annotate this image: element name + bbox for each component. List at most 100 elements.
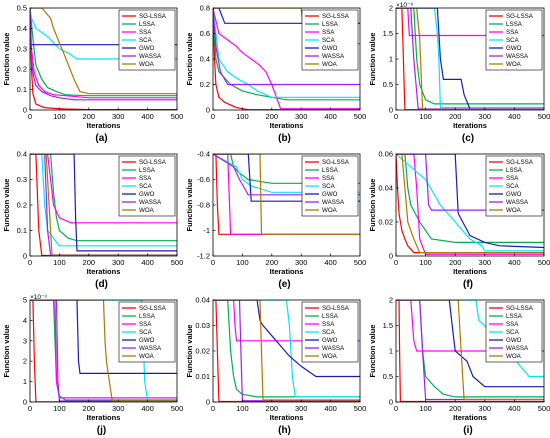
y-axis-label: Function value bbox=[185, 325, 194, 378]
legend-entry: GWO bbox=[139, 191, 155, 198]
plot-frame bbox=[29, 7, 178, 111]
legend-entry: SCA bbox=[506, 37, 520, 44]
panel-label: (c) bbox=[462, 133, 474, 144]
legend-entry: WASSA bbox=[139, 199, 162, 206]
x-tick-label: 500 bbox=[171, 112, 184, 121]
series-line-ssa bbox=[30, 300, 177, 399]
legend-entry: LSSA bbox=[506, 21, 523, 28]
legend-entry: LSSA bbox=[322, 167, 339, 174]
x-tick-label: 500 bbox=[354, 258, 367, 267]
legend-entry: LSSA bbox=[139, 167, 156, 174]
y-tick-label: 1.5 bbox=[383, 29, 393, 38]
y-axis-multiplier: ×10⁻³ bbox=[30, 294, 47, 301]
y-tick-label: 0.5 bbox=[17, 4, 27, 13]
y-tick-label: 0.03 bbox=[195, 321, 210, 330]
series-line-sg-lssa bbox=[213, 8, 360, 110]
legend-entry: SG-LSSA bbox=[139, 13, 167, 20]
series-line-wassa bbox=[396, 154, 544, 211]
legend-entry: SCA bbox=[322, 37, 336, 44]
panel-label: (b) bbox=[278, 133, 291, 144]
x-tick-label: 200 bbox=[266, 112, 279, 121]
y-tick-label: 0.4 bbox=[200, 55, 210, 64]
y-tick-label: 2 bbox=[389, 4, 393, 13]
legend-entry: LSSA bbox=[506, 313, 523, 320]
series-line-ssa bbox=[30, 154, 177, 224]
legend-entry: LSSA bbox=[506, 167, 523, 174]
x-tick-label: 100 bbox=[236, 112, 249, 121]
legend-entry: SSA bbox=[506, 29, 519, 36]
panel-label: (e) bbox=[278, 279, 290, 290]
y-tick-label: 0.5 bbox=[383, 372, 393, 381]
x-tick-label: 400 bbox=[141, 112, 154, 121]
y-tick-label: 0.6 bbox=[200, 29, 210, 38]
x-tick-label: 300 bbox=[479, 258, 492, 267]
x-tick-label: 0 bbox=[28, 258, 32, 267]
chart-panel-5: 0 100 200 300 400 500 -1.2 -1 -0.8 -0.6 -0.4 Iterat… bbox=[185, 150, 367, 291]
series-line-sca bbox=[213, 300, 360, 398]
x-tick-label: 200 bbox=[83, 258, 96, 267]
series-line-gwo bbox=[396, 154, 544, 249]
legend-entry: SSA bbox=[139, 175, 152, 182]
legend-entry: LSSA bbox=[322, 21, 339, 28]
series-line-ssa bbox=[396, 8, 544, 37]
legend-entry: GWO bbox=[322, 45, 338, 52]
y-tick-label: -1.2 bbox=[197, 252, 210, 261]
x-tick-label: 0 bbox=[28, 404, 32, 413]
x-tick-label: 300 bbox=[295, 112, 308, 121]
legend-entry: GWO bbox=[506, 45, 522, 52]
y-tick-label: 1 bbox=[389, 347, 393, 356]
series-line-ssa bbox=[213, 8, 360, 110]
x-axis-label: Iterations bbox=[87, 267, 121, 276]
x-tick-label: 500 bbox=[171, 404, 184, 413]
panel-label: (a) bbox=[95, 133, 107, 144]
legend-entry: SSA bbox=[322, 321, 335, 328]
legend-entry: GWO bbox=[322, 191, 338, 198]
legend-entry: SG-LSSA bbox=[139, 159, 167, 166]
legend-entry: SCA bbox=[322, 183, 336, 190]
x-axis-label: Iterations bbox=[270, 267, 304, 276]
x-tick-label: 300 bbox=[479, 404, 492, 413]
legend-entry: WOA bbox=[506, 61, 522, 68]
x-tick-label: 200 bbox=[266, 258, 279, 267]
series-line-lssa bbox=[30, 8, 177, 97]
x-tick-label: 0 bbox=[211, 258, 215, 267]
series-line-woa bbox=[30, 154, 177, 256]
x-axis-label: Iterations bbox=[87, 413, 121, 422]
legend-entry: WOA bbox=[139, 207, 155, 214]
legend-entry: SSA bbox=[506, 175, 519, 182]
x-axis-label: Iterations bbox=[453, 121, 487, 130]
x-tick-label: 400 bbox=[141, 404, 154, 413]
chart-panel-1: 0 100 200 300 400 500 0 0.1 0.2 0.3 0.4 0.5 Iteratio… bbox=[2, 4, 184, 145]
chart-panel-3: 0 100 200 300 400 500 0 0.5 1 1.5 2 ×10⁻⁶ Iterations… bbox=[368, 2, 550, 144]
series-line-lssa bbox=[213, 8, 360, 101]
x-tick-label: 400 bbox=[141, 258, 154, 267]
legend-entry: SG-LSSA bbox=[322, 305, 350, 312]
y-tick-label: -0.4 bbox=[197, 150, 210, 159]
x-tick-label: 200 bbox=[266, 404, 279, 413]
legend-entry: WOA bbox=[322, 61, 338, 68]
series-line-woa bbox=[213, 300, 360, 401]
series-line-sg-lssa bbox=[396, 154, 544, 254]
series-line-ssa bbox=[213, 300, 360, 342]
y-tick-label: 0 bbox=[206, 398, 210, 407]
x-tick-label: 500 bbox=[354, 404, 367, 413]
x-tick-label: 100 bbox=[236, 258, 249, 267]
legend-entry: WASSA bbox=[322, 345, 345, 352]
y-axis-label: Function value bbox=[368, 33, 377, 86]
y-tick-label: 0.2 bbox=[17, 65, 27, 74]
legend-entry: GWO bbox=[139, 337, 155, 344]
x-tick-label: 100 bbox=[53, 112, 66, 121]
legend-entry: WOA bbox=[506, 353, 522, 360]
y-tick-label: 1 bbox=[23, 377, 27, 386]
x-tick-label: 300 bbox=[295, 258, 308, 267]
y-tick-label: 3 bbox=[23, 336, 27, 345]
x-tick-label: 100 bbox=[53, 258, 66, 267]
x-tick-label: 400 bbox=[508, 112, 521, 121]
y-tick-label: 0.04 bbox=[378, 184, 393, 193]
x-tick-label: 0 bbox=[28, 112, 32, 121]
